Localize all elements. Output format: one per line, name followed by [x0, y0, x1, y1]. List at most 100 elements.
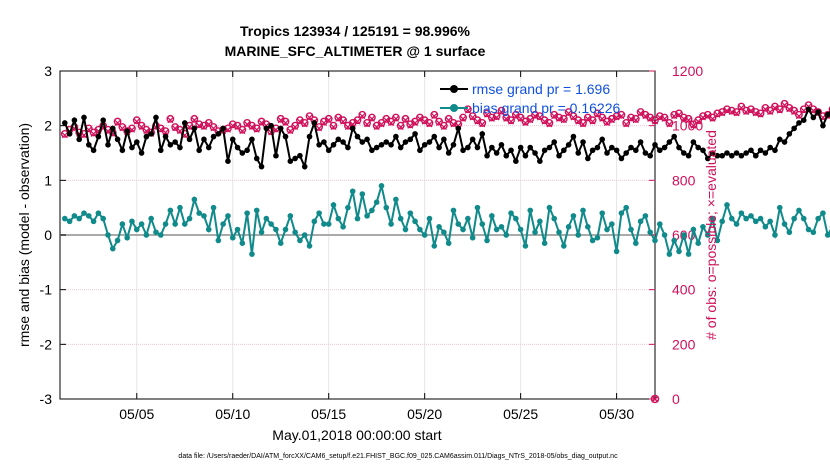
rmse-point [666, 139, 673, 145]
rmse-point [532, 150, 538, 156]
bias-point [575, 232, 582, 238]
obs-evaluated-marker [747, 107, 754, 114]
obs-possible-marker [209, 123, 218, 131]
obs-evaluated-marker [498, 108, 505, 116]
bias-point [800, 215, 807, 222]
obs-possible-marker [204, 119, 213, 127]
bias-point [585, 224, 591, 230]
obs-possible-marker [535, 112, 544, 121]
obs-evaluated-marker [714, 111, 721, 118]
bias-point [709, 215, 716, 222]
bias-point [824, 232, 830, 238]
rmse-point [148, 131, 154, 137]
obs-evaluated-marker [723, 107, 731, 114]
obs-evaluated-marker [546, 121, 553, 128]
bias-point [724, 202, 730, 208]
obs-possible-marker [305, 112, 314, 121]
bias-point [148, 215, 154, 222]
bias-point [234, 226, 241, 233]
rmse-point [205, 144, 212, 151]
rmse-point [239, 150, 246, 156]
rmse-point [172, 139, 178, 145]
rmse-point [815, 109, 821, 115]
bias-point [61, 215, 68, 222]
rmse-point [791, 125, 797, 132]
obs-possible-marker [564, 108, 573, 116]
rmse-point [397, 144, 404, 151]
rmse-point [508, 147, 514, 154]
obs-evaluated-marker [493, 114, 500, 121]
bias-point [541, 240, 548, 246]
obs-evaluated-marker [80, 132, 88, 139]
rmse-point [373, 144, 380, 151]
bias-point [153, 229, 159, 236]
bias-point [316, 210, 322, 216]
bias-point [340, 224, 346, 230]
obs-evaluated-marker [522, 119, 529, 126]
rmse-point [671, 133, 677, 140]
rmse-point [719, 152, 725, 159]
rmse-point [220, 125, 226, 132]
obs-possible-marker [391, 113, 400, 122]
rmse-point [450, 142, 457, 148]
obs-evaluated-marker [565, 110, 572, 117]
obs-evaluated-marker [239, 128, 246, 135]
rmse-point [349, 125, 356, 132]
bias-point [311, 218, 318, 225]
rmse-point [157, 147, 164, 154]
bias-point [388, 221, 394, 227]
bias-point [143, 232, 150, 238]
bias-point [700, 224, 706, 230]
obs-evaluated-marker [603, 119, 611, 126]
obs-evaluated-marker [450, 121, 457, 128]
obs-evaluated-marker [781, 102, 788, 109]
bias-point [258, 229, 265, 236]
obs-evaluated-marker [560, 117, 567, 124]
obs-evaluated-marker [795, 113, 802, 120]
bias-point [661, 232, 668, 238]
obs-evaluated-marker [623, 121, 630, 128]
rmse-point [565, 142, 572, 148]
rmse-point [772, 147, 778, 154]
obs-evaluated-marker [743, 108, 750, 116]
obs-evaluated-marker [272, 126, 279, 133]
obs-evaluated-marker [359, 113, 366, 120]
bias-point [373, 199, 380, 205]
rmse-point [800, 117, 807, 123]
bias-point [628, 226, 634, 233]
rmse-point [244, 147, 250, 154]
obs-possible-marker [660, 113, 669, 122]
rmse-point [90, 147, 97, 154]
obs-possible-marker [598, 113, 607, 122]
bias-point [695, 240, 701, 246]
x-axis-label: May.01,2018 00:00:00 start [272, 427, 442, 443]
bias-point [186, 215, 193, 222]
rmse-point [253, 155, 260, 162]
bias-point [820, 210, 826, 216]
rmse-point [95, 133, 102, 140]
obs-evaluated-marker [344, 124, 351, 131]
bias-point [609, 221, 615, 227]
rmse-point [704, 155, 711, 162]
rmse-point [109, 125, 116, 132]
obs-evaluated-marker [191, 117, 198, 124]
bias-point [85, 213, 92, 219]
obs-possible-marker [679, 113, 688, 122]
obs-evaluated-marker [541, 118, 548, 125]
rmse-point [633, 147, 639, 154]
obs-evaluated-marker [575, 118, 582, 125]
obs-evaluated-marker [512, 113, 519, 120]
bias-point [680, 232, 687, 238]
bias-point [417, 226, 423, 233]
rmse-point [306, 133, 313, 140]
bias-point [426, 215, 433, 222]
rmse-point [824, 111, 830, 118]
obs-evaluated-marker [661, 115, 668, 122]
obs-evaluated-marker [704, 113, 711, 120]
bias-point [301, 232, 308, 238]
obs-evaluated-marker [258, 119, 265, 126]
rmse-point [748, 147, 754, 154]
obs-possible-marker [699, 112, 707, 121]
rmse-point [695, 144, 701, 151]
rmse-point [652, 142, 658, 148]
